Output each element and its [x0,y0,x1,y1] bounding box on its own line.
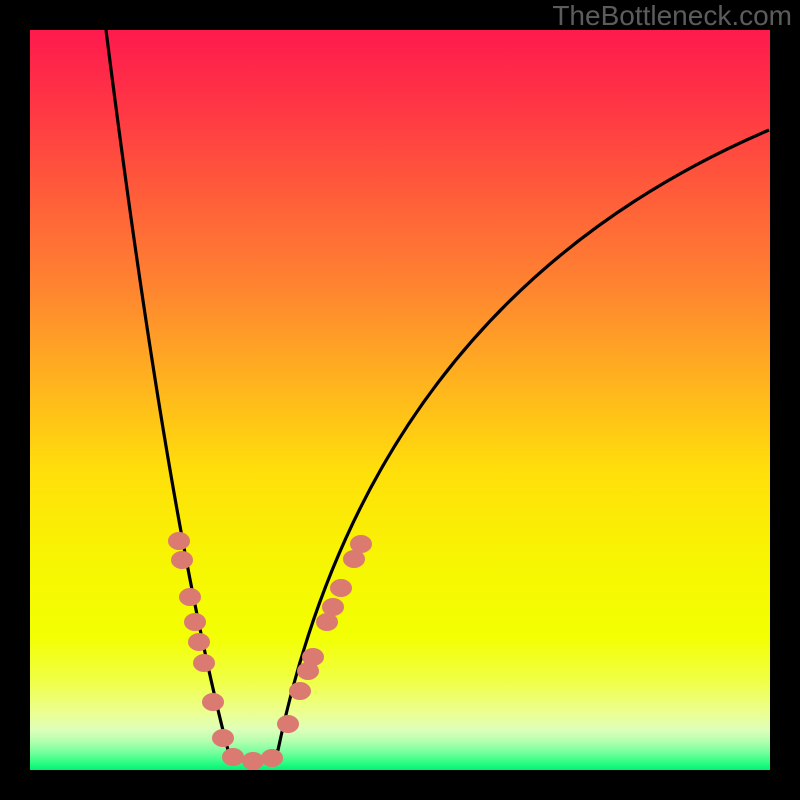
data-marker [223,749,244,766]
data-marker [172,552,193,569]
data-marker [323,599,344,616]
data-markers [169,533,372,770]
data-marker [317,614,338,631]
data-marker [243,753,264,770]
data-marker [290,683,311,700]
data-marker [344,551,365,568]
data-marker [180,589,201,606]
data-marker [351,536,372,553]
data-marker [303,649,324,666]
data-marker [331,580,352,597]
data-marker [185,614,206,631]
data-marker [262,750,283,767]
chart-svg [0,0,800,800]
data-marker [194,655,215,672]
data-marker [169,533,190,550]
data-marker [189,634,210,651]
data-marker [213,730,234,747]
data-marker [278,716,299,733]
data-marker [203,694,224,711]
v-curve [106,30,769,759]
watermark-text: TheBottleneck.com [552,0,792,32]
